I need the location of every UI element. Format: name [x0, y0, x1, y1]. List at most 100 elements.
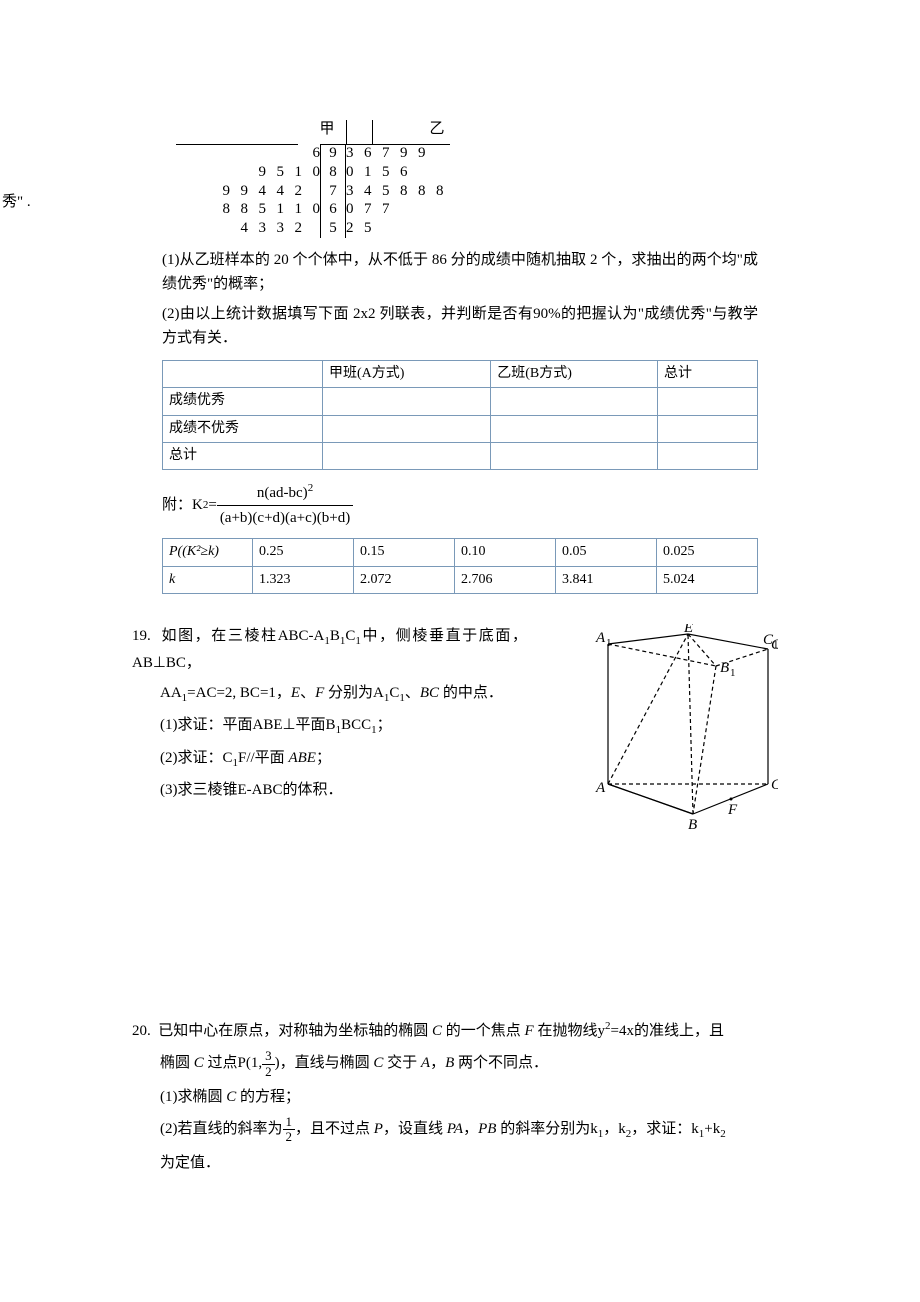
- q19-s2a: (2)求证：C: [160, 750, 233, 766]
- side-label: 秀" .: [2, 190, 31, 214]
- formula-eq: =: [208, 493, 216, 517]
- question-19: 19. 如图，在三棱柱ABC-A1B1C1中，侧棱垂直于底面，AB⊥BC， AA…: [132, 624, 758, 802]
- q20-l1f: =4x的准线上，且: [610, 1023, 723, 1039]
- q20-l1b: C: [432, 1023, 442, 1039]
- ct-r2: 总计: [163, 442, 323, 469]
- q20-l2e: C: [373, 1056, 383, 1072]
- kt-r2c4: 3.841: [556, 566, 657, 593]
- q19-l2g: 、: [405, 685, 420, 701]
- q20-l1c: 的一个焦点: [442, 1023, 525, 1039]
- q19-t1b: B: [330, 628, 340, 644]
- kt-r2c2: 2.072: [354, 566, 455, 593]
- q19-l2e: 分别为A: [324, 685, 384, 701]
- svg-text:1: 1: [606, 637, 612, 649]
- q19-l2h: BC: [420, 685, 439, 701]
- k2-formula: 附：K2= n(ad-bc)2 (a+b)(c+d)(a+c)(b+d): [162, 480, 758, 530]
- q20-s2g: PB: [478, 1121, 496, 1137]
- lbl-C: C: [771, 777, 778, 793]
- q19-l2i: 的中点．: [439, 685, 503, 701]
- lbl-A1: A: [595, 630, 606, 646]
- q20-l1e: 在抛物线y: [534, 1023, 605, 1039]
- kt-r2c5: 5.024: [657, 566, 758, 593]
- q20-l2j: 两个不同点．: [454, 1056, 548, 1072]
- q20-s2n: 1: [283, 1115, 296, 1130]
- q20-l1a: 已知中心在原点，对称轴为坐标轴的椭圆: [158, 1023, 432, 1039]
- q20-s2c: P: [374, 1121, 383, 1137]
- q20-l2c: 过点P(1,: [204, 1056, 262, 1072]
- q20-l2f: 交于: [383, 1056, 421, 1072]
- lbl-A: A: [595, 780, 606, 796]
- q18-part1: (1)从乙班样本的 20 个个体中，从不低于 86 分的成绩中随机抽取 2 个，…: [162, 248, 758, 296]
- q19-s1b: BCC: [341, 717, 371, 733]
- ct-h2: 乙班(B方式): [491, 360, 658, 387]
- q20-fn: 3: [262, 1049, 275, 1064]
- q19-l2d: F: [315, 685, 324, 701]
- kt-r2c3: 2.706: [455, 566, 556, 593]
- q20-s2d: 2: [283, 1130, 296, 1144]
- kt-r1c5: 0.025: [657, 539, 758, 566]
- lbl-B1: B: [720, 660, 729, 676]
- kt-r2c0: k: [163, 566, 253, 593]
- q19-t1a: 如图，在三棱柱ABC-A: [161, 628, 324, 644]
- formula-num: n(ad-bc): [257, 485, 308, 501]
- q19-figure: A1 E C1 B1 A B C F C 1: [588, 624, 778, 842]
- q19-s1: (1)求证：平面ABE⊥平面B: [160, 717, 336, 733]
- q18-part2: (2)由以上统计数据填写下面 2x2 列联表，并判断是否有90%的把握认为"成绩…: [162, 302, 758, 350]
- q20-l2g: A: [421, 1056, 430, 1072]
- kt-r2c1: 1.323: [253, 566, 354, 593]
- q20-s2i: ，k: [603, 1121, 626, 1137]
- q19-l2a: AA: [160, 685, 182, 701]
- q19-s2d: ；: [316, 750, 331, 766]
- q20-l2i: B: [445, 1056, 454, 1072]
- q19-s3: (3)求三棱锥E-ABC的体积．: [132, 778, 527, 802]
- svg-text:1: 1: [773, 639, 778, 651]
- lbl-F: F: [727, 802, 738, 818]
- q20-s2f: ，: [463, 1121, 478, 1137]
- lbl-E: E: [683, 624, 693, 636]
- q19-num: 19.: [132, 628, 151, 644]
- q20-num: 20.: [132, 1023, 151, 1039]
- q20-l1d: F: [525, 1023, 534, 1039]
- kt-r1c3: 0.10: [455, 539, 556, 566]
- lbl-B: B: [688, 817, 697, 833]
- q20-l2a: 椭圆: [160, 1056, 194, 1072]
- kt-r1c1: 0.25: [253, 539, 354, 566]
- kt-r1c2: 0.15: [354, 539, 455, 566]
- q20-l2b: C: [194, 1056, 204, 1072]
- q20-l2h: ，: [430, 1056, 445, 1072]
- q19-s2b: F//平面: [238, 750, 288, 766]
- q20-s2a: (2)若直线的斜率为: [160, 1121, 283, 1137]
- ct-r0: 成绩优秀: [163, 388, 323, 415]
- plot-header-left: 甲: [317, 120, 337, 139]
- plot-header-right: 乙: [427, 120, 447, 139]
- q20-fd: 2: [262, 1065, 275, 1079]
- ct-h0: [163, 360, 323, 387]
- question-20: 20. 已知中心在原点，对称轴为坐标轴的椭圆 C 的一个焦点 F 在抛物线y 2 =…: [132, 1018, 758, 1174]
- q19-t1c: C: [345, 628, 355, 644]
- q20-s2j: ，求证：k: [631, 1121, 699, 1137]
- q19-l2c2: 、: [300, 685, 315, 701]
- q19-l2f: C: [389, 685, 399, 701]
- formula-prefix: 附：K: [162, 493, 203, 517]
- kt-r1c0: P((K²≥k): [163, 539, 253, 566]
- q20-s2b: ，且不过点: [295, 1121, 374, 1137]
- k-table: P((K²≥k) 0.25 0.15 0.10 0.05 0.025 k 1.3…: [162, 538, 758, 594]
- svg-text:1: 1: [730, 667, 736, 679]
- ct-h1: 甲班(A方式): [323, 360, 491, 387]
- q19-l2c: E: [291, 685, 300, 701]
- q20-s3: 为定值．: [132, 1151, 758, 1175]
- formula-den: (a+b)(c+d)(a+c)(b+d): [217, 506, 353, 530]
- q20-s2h: 的斜率分别为k: [496, 1121, 597, 1137]
- stem-leaf-rows: 6936799 951080156 99442 7345888885110607…: [212, 144, 758, 238]
- contingency-table: 甲班(A方式) 乙班(B方式) 总计 成绩优秀 成绩不优秀 总计: [162, 360, 758, 471]
- kt-r1c4: 0.05: [556, 539, 657, 566]
- ct-r1: 成绩不优秀: [163, 415, 323, 442]
- q20-s2k: +k: [704, 1121, 720, 1137]
- stem-leaf-plot: 秀" . 甲 乙 6936799 951080156 99442 7345888…: [162, 120, 758, 238]
- q20-s2dd: ，设直线: [383, 1121, 447, 1137]
- q20-s2e: PA: [447, 1121, 463, 1137]
- q20-l2d: )，直线与椭圆: [275, 1056, 374, 1072]
- ct-h3: 总计: [658, 360, 758, 387]
- q20-s1b: C: [226, 1089, 236, 1105]
- q20-s1c: 的方程；: [236, 1089, 300, 1105]
